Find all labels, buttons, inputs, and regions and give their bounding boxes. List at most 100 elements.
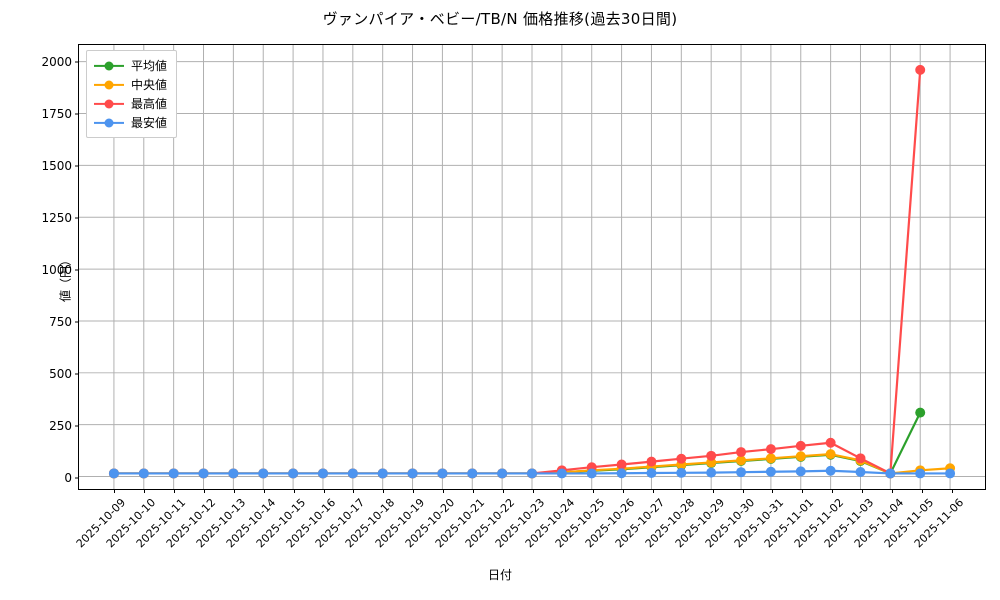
legend-item[interactable]: 最高値 xyxy=(94,94,167,113)
legend-item-label: 最高値 xyxy=(131,97,168,111)
page-title: ヴァンパイア・ベビー/TB/N 価格推移(過去30日間) xyxy=(322,10,678,28)
data-point-marker xyxy=(347,468,358,479)
data-point-marker xyxy=(676,453,687,464)
data-point-marker xyxy=(616,459,627,470)
data-point-marker xyxy=(765,444,776,455)
data-point-marker xyxy=(825,437,836,448)
y-tick-label: 1250 xyxy=(41,210,72,225)
x-tick-mark xyxy=(413,489,415,493)
data-point-marker xyxy=(288,468,299,479)
x-tick-mark xyxy=(323,489,325,493)
data-point-marker xyxy=(616,468,627,479)
x-tick-mark xyxy=(114,489,115,493)
y-tick-label: 750 xyxy=(49,315,72,330)
data-point-marker xyxy=(228,468,239,479)
data-point-marker xyxy=(885,468,896,479)
x-tick-mark xyxy=(682,489,684,493)
y-tick-mark xyxy=(75,217,79,219)
plot-area: 値（円） 0 250 500 750 1000 1250 1500 1750 2000 2025-… xyxy=(41,44,986,550)
data-point-marker xyxy=(855,453,866,464)
y-tick-mark xyxy=(75,477,79,479)
x-axis-label: 日付 xyxy=(487,568,512,582)
x-tick-mark xyxy=(832,489,834,493)
y-tick-label: 1000 xyxy=(41,263,72,278)
y-tick-label: 250 xyxy=(49,419,72,434)
x-tick-mark xyxy=(443,489,445,493)
x-tick-mark xyxy=(772,489,774,493)
data-point-marker xyxy=(825,449,836,460)
y-tick-label: 2000 xyxy=(41,54,72,69)
data-point-marker xyxy=(795,466,806,477)
x-tick-mark xyxy=(353,489,355,493)
data-point-marker xyxy=(795,440,806,451)
legend-item[interactable]: 平均値 xyxy=(94,56,167,75)
x-tick-mark xyxy=(712,489,714,493)
data-point-marker xyxy=(407,468,418,479)
legend-item-label: 最安値 xyxy=(131,116,168,130)
legend-swatch-icon xyxy=(94,79,124,91)
data-point-marker xyxy=(706,450,717,461)
x-tick-mark xyxy=(293,489,295,493)
data-point-marker xyxy=(108,468,119,479)
data-point-marker xyxy=(765,453,776,464)
data-point-marker xyxy=(556,468,567,479)
data-point-marker xyxy=(527,468,537,479)
x-tick-mark xyxy=(802,489,804,493)
x-tick-mark xyxy=(173,489,175,493)
y-tick-label: 500 xyxy=(49,367,72,382)
x-tick-mark xyxy=(233,489,235,493)
data-point-marker xyxy=(945,468,956,479)
data-point-marker xyxy=(437,468,448,479)
data-point-marker xyxy=(168,468,179,479)
x-tick-mark xyxy=(533,489,534,493)
series-line xyxy=(112,68,922,475)
x-tick-mark xyxy=(562,489,564,493)
legend-item-label: 中央値 xyxy=(131,78,168,92)
x-tick-mark xyxy=(952,489,953,493)
data-point-marker xyxy=(915,64,926,75)
data-point-marker xyxy=(646,456,657,467)
data-point-marker xyxy=(497,468,508,479)
data-point-marker xyxy=(736,447,747,458)
data-point-marker xyxy=(586,468,597,479)
legend-item[interactable]: 中央値 xyxy=(94,75,167,94)
y-tick-label: 0 xyxy=(64,471,72,486)
x-tick-mark xyxy=(922,489,924,493)
data-point-marker xyxy=(915,468,926,479)
y-tick-mark xyxy=(75,165,79,167)
x-tick-mark xyxy=(892,489,894,493)
data-point-marker xyxy=(198,468,209,479)
data-point-marker xyxy=(138,468,149,479)
series-lines xyxy=(108,64,956,479)
y-tick-mark xyxy=(75,61,79,63)
x-tick-mark xyxy=(652,489,654,493)
legend-swatch-icon xyxy=(94,60,124,72)
data-point-marker xyxy=(706,467,717,478)
x-tick-mark xyxy=(383,489,385,493)
legend-swatch-icon xyxy=(94,117,124,129)
legend-item-label: 平均値 xyxy=(131,59,168,73)
x-tick-mark xyxy=(592,489,594,493)
x-tick-mark xyxy=(503,489,505,493)
x-tick-mark xyxy=(622,489,624,493)
data-point-marker xyxy=(736,467,747,478)
y-tick-mark xyxy=(75,373,79,375)
x-tick-mark xyxy=(473,489,475,493)
y-tick-mark xyxy=(75,425,79,427)
data-point-marker xyxy=(855,467,866,477)
data-point-marker xyxy=(317,468,328,479)
y-tick-mark xyxy=(75,113,79,115)
data-point-marker xyxy=(467,468,478,479)
y-tick-mark xyxy=(75,321,79,323)
chart-legend: 平均値中央値最高値最安値 xyxy=(86,50,178,138)
data-point-marker xyxy=(736,455,747,466)
x-tick-mark xyxy=(862,489,864,493)
y-tick-mark xyxy=(75,269,79,271)
legend-item[interactable]: 最安値 xyxy=(94,113,167,132)
x-tick-mark xyxy=(203,489,205,493)
data-point-marker xyxy=(765,466,776,477)
x-tick-mark xyxy=(143,489,145,493)
data-point-marker xyxy=(676,467,687,478)
y-tick-label: 1750 xyxy=(41,106,72,121)
